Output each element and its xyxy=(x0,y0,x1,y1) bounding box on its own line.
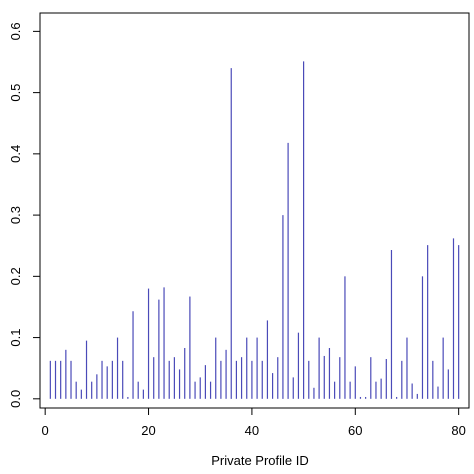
x-tick-label-20: 20 xyxy=(141,423,155,438)
y-tick-label-0.2: 0.2 xyxy=(8,267,23,285)
plot-frame xyxy=(39,12,470,409)
x-axis: 0 20 40 60 80 xyxy=(42,408,466,438)
y-tick-label-0.3: 0.3 xyxy=(8,206,23,224)
x-tick-label-60: 60 xyxy=(348,423,362,438)
y-tick-label-0.1: 0.1 xyxy=(8,329,23,347)
x-tick-label-80: 80 xyxy=(451,423,465,438)
x-tick-label-40: 40 xyxy=(245,423,259,438)
y-tick-label-0.4: 0.4 xyxy=(8,145,23,163)
y-axis: 0.0 0.1 0.2 0.3 0.4 0.5 0.6 xyxy=(8,22,40,408)
data-stems xyxy=(49,61,460,399)
x-tick-label-0: 0 xyxy=(42,423,49,438)
y-tick-label-0: 0.0 xyxy=(8,390,23,408)
y-tick-label-0.6: 0.6 xyxy=(8,22,23,40)
y-tick-label-0.5: 0.5 xyxy=(8,84,23,102)
x-axis-label: Private Profile ID xyxy=(211,453,309,468)
